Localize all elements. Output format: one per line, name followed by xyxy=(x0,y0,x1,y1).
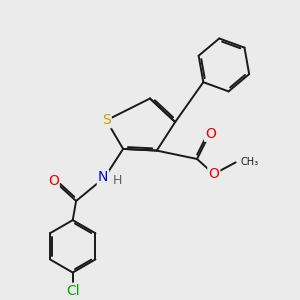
Text: O: O xyxy=(208,167,219,181)
Text: O: O xyxy=(48,174,59,188)
Text: CH₃: CH₃ xyxy=(241,157,259,167)
Text: Cl: Cl xyxy=(66,284,80,298)
Text: H: H xyxy=(113,174,122,187)
Text: N: N xyxy=(98,170,108,184)
Text: S: S xyxy=(102,113,111,128)
Text: O: O xyxy=(205,127,216,141)
